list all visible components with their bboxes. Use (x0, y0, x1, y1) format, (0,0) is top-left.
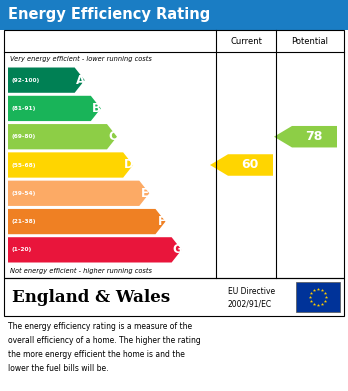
Text: EU Directive: EU Directive (228, 287, 275, 296)
Polygon shape (8, 152, 133, 178)
Polygon shape (8, 181, 149, 206)
Text: 2002/91/EC: 2002/91/EC (228, 300, 272, 308)
Text: Current: Current (230, 36, 262, 45)
Text: (92-100): (92-100) (12, 78, 40, 83)
Bar (0, 0, 348, 30)
Text: Not energy efficient - higher running costs: Not energy efficient - higher running co… (10, 268, 152, 274)
Bar (296, 282, 340, 312)
Text: Energy Efficiency Rating: Energy Efficiency Rating (8, 7, 210, 23)
Polygon shape (274, 126, 337, 147)
Text: Potential: Potential (292, 36, 329, 45)
Polygon shape (8, 124, 117, 149)
Text: (69-80): (69-80) (12, 134, 36, 139)
Text: (39-54): (39-54) (12, 191, 37, 196)
Text: (81-91): (81-91) (12, 106, 37, 111)
Polygon shape (8, 237, 182, 262)
Text: G: G (173, 243, 182, 256)
Polygon shape (8, 68, 85, 93)
Text: (1-20): (1-20) (12, 248, 32, 252)
Text: (21-38): (21-38) (12, 219, 37, 224)
Text: E: E (141, 187, 149, 200)
Text: B: B (92, 102, 101, 115)
Text: (55-68): (55-68) (12, 163, 37, 167)
Polygon shape (210, 154, 273, 176)
Text: F: F (157, 215, 165, 228)
Text: A: A (76, 74, 85, 87)
Bar (4, 278, 344, 316)
Text: England & Wales: England & Wales (12, 289, 170, 305)
Text: D: D (124, 158, 134, 172)
Text: 60: 60 (241, 158, 259, 172)
Text: Very energy efficient - lower running costs: Very energy efficient - lower running co… (10, 56, 152, 62)
Polygon shape (8, 209, 165, 234)
Text: The energy efficiency rating is a measure of the
overall efficiency of a home. T: The energy efficiency rating is a measur… (8, 322, 201, 373)
Bar (4, 30, 344, 278)
Text: C: C (109, 130, 117, 143)
Polygon shape (8, 96, 101, 121)
Text: 78: 78 (305, 130, 323, 143)
